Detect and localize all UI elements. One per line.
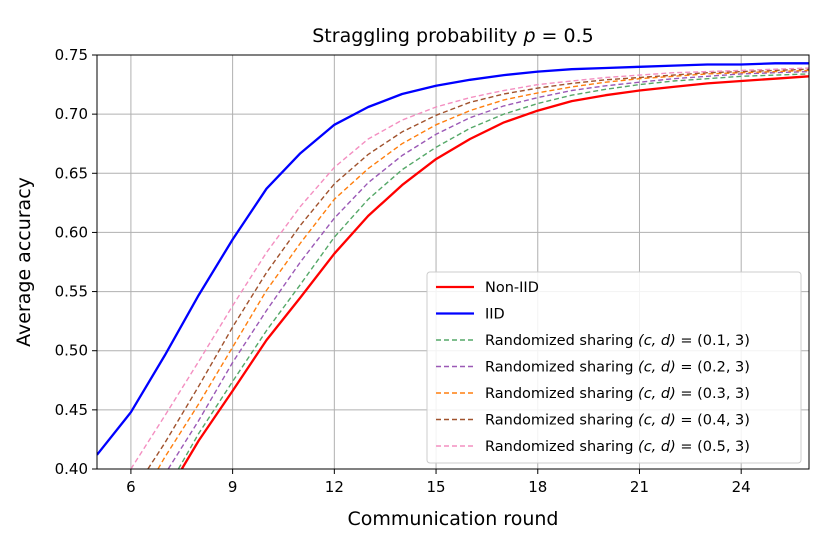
- series-line-2: [177, 73, 809, 469]
- y-tick-label: 0.40: [55, 460, 88, 478]
- series-line-0: [180, 75, 809, 469]
- series-line-6: [130, 67, 809, 469]
- plot-frame: [96, 54, 810, 470]
- x-tick-label: 18: [528, 478, 547, 496]
- y-tick-label: 0.60: [55, 223, 88, 241]
- legend-label: Randomized sharing (c, d) = (0.1, 3): [485, 333, 750, 349]
- legend-label: Randomized sharing (c, d) = (0.3, 3): [485, 386, 750, 402]
- chart-title: Straggling probability p = 0.5: [312, 25, 593, 47]
- legend-label: Randomized sharing (c, d) = (0.4, 3): [485, 413, 750, 429]
- y-tick-label: 0.50: [55, 342, 88, 360]
- legend-label: Non-IID: [485, 280, 539, 296]
- x-tick-label: 24: [732, 478, 751, 496]
- legend-box: [426, 271, 802, 464]
- y-tick-label: 0.75: [55, 46, 88, 64]
- y-tick-label: 0.55: [55, 283, 88, 301]
- series-line-4: [157, 69, 809, 469]
- series-line-5: [147, 68, 809, 469]
- legend-label: IID: [485, 307, 505, 323]
- y-tick-label: 0.70: [55, 105, 88, 123]
- title-variable: p: [522, 25, 535, 47]
- x-tick-label: 9: [228, 478, 238, 496]
- legend-label: Randomized sharing (c, d) = (0.2, 3): [485, 360, 750, 376]
- series-layer: [97, 62, 809, 469]
- y-tick-label: 0.45: [55, 401, 88, 419]
- legend-label: Randomized sharing (c, d) = (0.5, 3): [485, 439, 750, 455]
- x-axis-label: Communication round: [348, 508, 559, 530]
- y-axis-label: Average accuracy: [13, 177, 35, 347]
- series-line-1: [97, 62, 809, 456]
- title-suffix: = 0.5: [536, 25, 594, 47]
- series-line-3: [167, 70, 809, 469]
- x-tick-label: 12: [325, 478, 344, 496]
- legend: Non-IID IID Randomized sharing (c, d) = (0…: [426, 271, 802, 464]
- ticks: 6 9 12 15 18 21 24 0.40 0.45 0.50 0.55 0.60 0.65 0.70…: [55, 46, 751, 496]
- x-tick-label: 21: [630, 478, 649, 496]
- y-tick-label: 0.65: [55, 164, 88, 182]
- title-prefix: Straggling probability: [312, 25, 523, 47]
- x-tick-label: 6: [126, 478, 136, 496]
- x-tick-label: 15: [427, 478, 446, 496]
